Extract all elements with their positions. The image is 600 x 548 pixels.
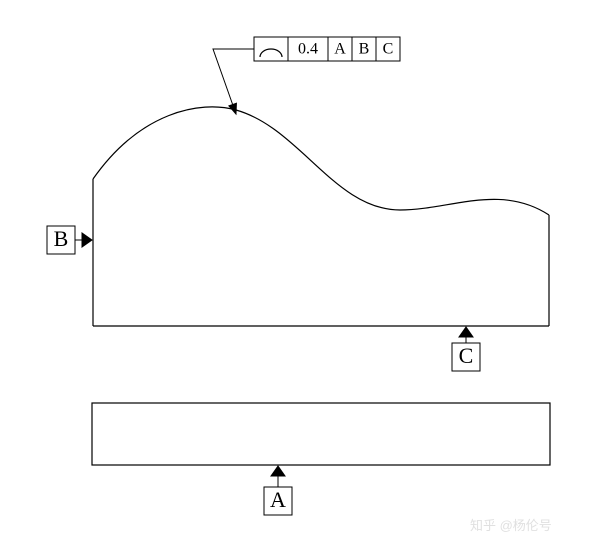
fcf-label-3: B: [359, 41, 370, 58]
fcf-label-4: C: [383, 41, 394, 58]
datum-c-label: C: [459, 343, 474, 368]
datum-a-label: A: [270, 487, 286, 512]
datum-c-triangle-icon: [459, 327, 473, 337]
profile-of-surface-icon: [260, 49, 282, 57]
fcf-label-1: 0.4: [298, 41, 318, 58]
watermark-text: 知乎 @杨伦号: [470, 518, 552, 533]
datum-b-label: B: [54, 226, 69, 251]
datum-b-triangle-icon: [82, 233, 92, 247]
engineering-diagram: 0.4ABCACB知乎 @杨伦号: [0, 0, 600, 548]
datum-c: C: [452, 327, 480, 371]
datum-b: B: [47, 226, 92, 254]
fcf-label-2: A: [334, 41, 346, 58]
feature-control-frame: 0.4 ABC: [254, 37, 400, 61]
bottom-part-rect: [92, 403, 550, 465]
datum-a: A: [264, 466, 292, 515]
top-part-profile-surface: [93, 107, 549, 215]
datum-a-triangle-icon: [271, 466, 285, 476]
